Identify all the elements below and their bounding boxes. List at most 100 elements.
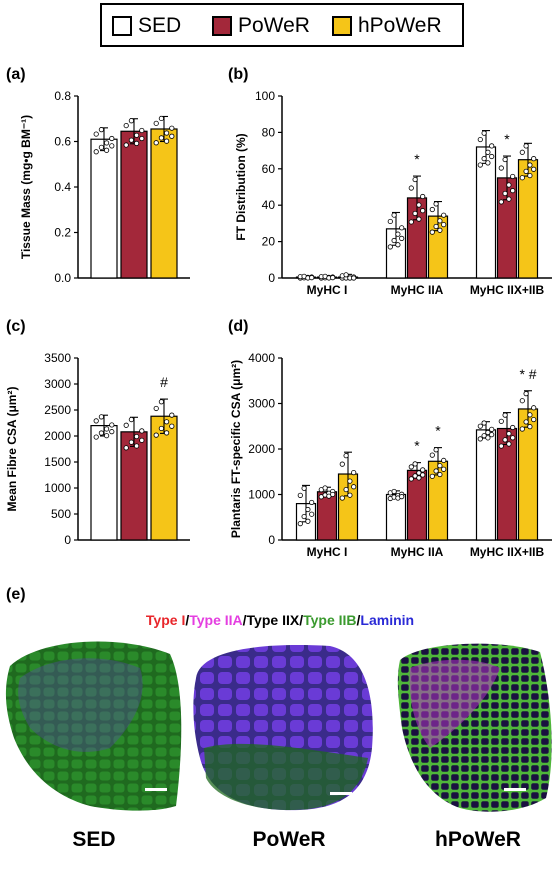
data-point [531, 405, 537, 411]
data-point [477, 162, 483, 168]
x-tick-label: MyHC IIX+IIB [470, 283, 545, 297]
data-point [169, 412, 175, 418]
x-tick-label: MyHC IIA [391, 283, 444, 297]
data-point [330, 275, 336, 281]
data-point [104, 433, 110, 439]
data-point [489, 143, 495, 149]
data-point [123, 422, 129, 428]
data-point [481, 156, 487, 162]
data-point [158, 425, 164, 432]
data-point [343, 486, 349, 493]
data-point [153, 120, 159, 126]
data-point [395, 242, 401, 248]
data-point [164, 138, 170, 144]
data-point [441, 466, 447, 472]
data-point [128, 118, 134, 124]
data-point [330, 491, 336, 498]
legend: SED PoWeR hPoWeR [100, 3, 464, 47]
data-point [519, 398, 525, 404]
data-point [128, 439, 134, 445]
data-point [123, 142, 129, 148]
data-point [477, 423, 483, 429]
y-tick-label: 0.6 [54, 135, 71, 149]
data-point [481, 130, 487, 136]
data-point [420, 467, 426, 473]
data-point [139, 437, 145, 443]
data-point [153, 405, 159, 412]
data-point [387, 218, 393, 225]
data-point [169, 125, 175, 131]
data-point [485, 160, 491, 166]
title-type-iia: Type IIA [189, 612, 243, 628]
data-point [109, 422, 115, 428]
y-tick-label: 20 [262, 235, 276, 249]
data-point [158, 115, 164, 122]
data-point [523, 419, 529, 425]
data-point [347, 478, 353, 484]
data-point [502, 190, 508, 197]
data-point [153, 140, 159, 146]
title-sep-1: / [185, 612, 190, 628]
y-tick-label: 1000 [44, 481, 71, 495]
y-tick-label: 2000 [248, 442, 275, 456]
data-point [429, 473, 435, 479]
data-point [301, 485, 307, 491]
panel-label-e: (e) [6, 586, 26, 603]
title-type-iib: Type IIB [303, 612, 357, 628]
data-point [527, 412, 533, 418]
legend-item-sed: SED [112, 14, 181, 38]
data-point [109, 143, 115, 149]
data-point [399, 494, 405, 500]
micrograph-power [193, 645, 373, 811]
image-panel-title: Type I/Type IIA/Type IIX/Type IIB/Lamini… [0, 612, 560, 628]
y-tick-label: 60 [262, 162, 276, 176]
y-tick-label: 0.0 [54, 271, 71, 285]
legend-item-hpower: hPoWeR [332, 14, 442, 38]
title-sep-2: / [356, 612, 361, 628]
panel-label-b: (b) [228, 66, 249, 83]
data-point [123, 445, 129, 451]
data-point [158, 135, 164, 141]
data-point [109, 429, 115, 435]
scale-bar-sed [145, 788, 167, 791]
significance-marker: * # [519, 366, 536, 382]
scale-bar-power [330, 792, 352, 795]
data-point [506, 182, 512, 188]
title-type-iix: /Type IIX/ [242, 612, 304, 628]
bar [475, 429, 497, 541]
data-point [506, 196, 512, 202]
y-tick-label: 1000 [248, 488, 275, 502]
y-axis-label: FT Distribution (%) [234, 133, 248, 240]
data-point [481, 433, 487, 439]
data-point [498, 443, 504, 449]
significance-marker: * [414, 151, 420, 167]
y-tick-label: 3500 [44, 351, 71, 365]
y-tick-label: 0 [64, 533, 71, 547]
data-point [433, 201, 439, 207]
data-point [433, 468, 439, 474]
data-point [104, 140, 110, 146]
data-point [506, 441, 512, 447]
data-point [158, 399, 164, 405]
y-tick-label: 0 [268, 533, 275, 547]
data-point [477, 436, 483, 442]
data-point [441, 221, 447, 228]
data-point [98, 414, 105, 420]
data-point [412, 210, 418, 217]
legend-label-hpower: hPoWeR [358, 14, 442, 37]
data-point [523, 168, 529, 174]
data-point [93, 131, 99, 137]
y-tick-label: 100 [255, 89, 275, 103]
micrograph-label-power: PoWeR [252, 828, 326, 851]
data-point [416, 216, 422, 222]
data-point [164, 430, 170, 436]
data-point [485, 429, 491, 436]
data-point [489, 432, 495, 438]
y-tick-label: 1500 [44, 455, 71, 469]
data-point [164, 419, 170, 425]
data-point [502, 156, 508, 163]
data-point [416, 202, 422, 208]
data-point [527, 162, 533, 168]
significance-marker: * [435, 423, 441, 439]
